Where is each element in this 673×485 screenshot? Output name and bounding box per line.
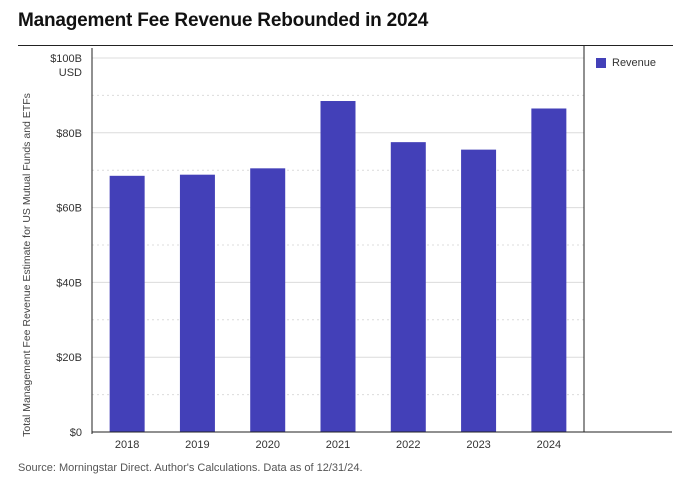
x-tick-label: 2019 <box>185 439 209 451</box>
bar-2019 <box>179 174 215 433</box>
y-tick-label: $40B <box>56 277 82 289</box>
chart-title: Management Fee Revenue Rebounded in 2024 <box>18 10 429 31</box>
source-note: Source: Morningstar Direct. Author's Cal… <box>18 462 363 474</box>
x-tick-label: 2023 <box>466 439 490 451</box>
y-tick-label: $100B <box>50 53 82 65</box>
y-tick-label: $20B <box>56 352 82 364</box>
x-tick-label: 2022 <box>396 439 420 451</box>
y-unit-label: USD <box>59 67 82 79</box>
title-divider <box>18 45 673 46</box>
x-tick-label: 2018 <box>115 439 139 451</box>
bar-2018 <box>109 175 145 432</box>
legend-swatch-revenue <box>596 58 606 68</box>
y-tick-label: $80B <box>56 128 82 140</box>
x-tick-label: 2024 <box>537 439 561 451</box>
bar-2024 <box>531 108 567 433</box>
legend-label-revenue: Revenue <box>612 57 657 69</box>
bar-2021 <box>320 101 356 432</box>
x-tick-label: 2020 <box>255 439 279 451</box>
bar-2022 <box>390 142 426 432</box>
y-tick-label: $60B <box>56 203 82 215</box>
x-tick-label: 2021 <box>326 439 350 451</box>
y-axis-title: Total Management Fee Revenue Estimate fo… <box>21 93 33 437</box>
y-tick-label: $0 <box>70 427 82 439</box>
bar-2020 <box>250 168 286 432</box>
bar-2023 <box>461 149 497 432</box>
legend: Revenue <box>596 57 656 69</box>
